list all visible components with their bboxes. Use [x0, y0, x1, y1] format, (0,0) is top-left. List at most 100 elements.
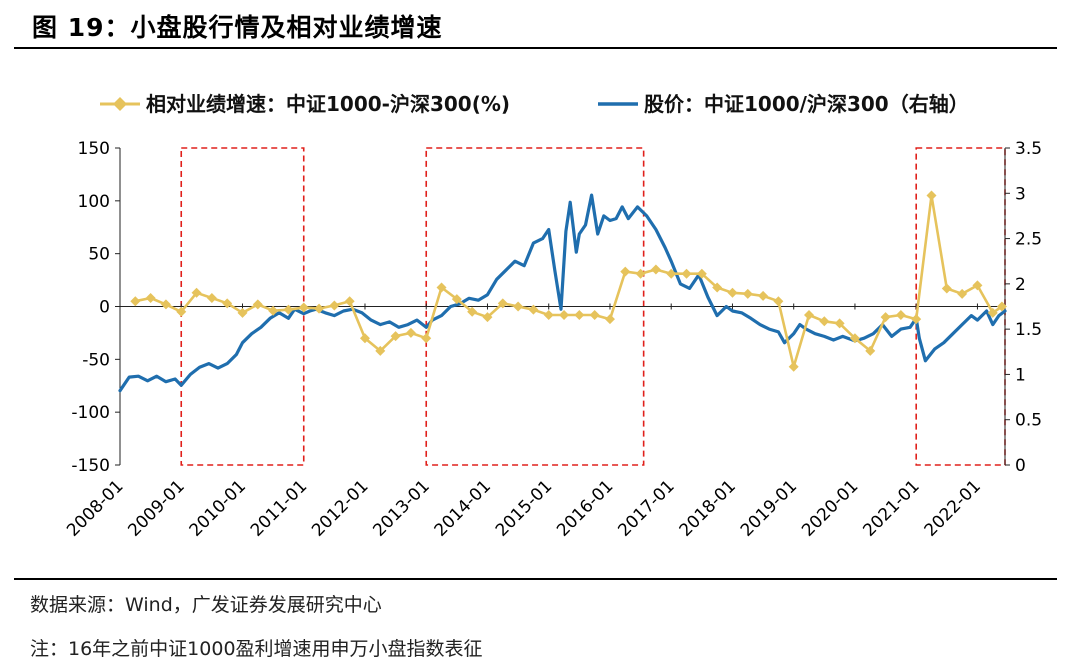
right-tick-label: 2: [1015, 275, 1026, 295]
earnings-point: [421, 333, 432, 344]
x-tick-label: 2018-01: [676, 476, 740, 540]
earnings-point: [329, 300, 340, 311]
earnings-point: [941, 283, 952, 294]
right-tick-label: 3: [1015, 184, 1026, 204]
earnings-point: [987, 307, 998, 318]
earnings-point: [314, 303, 325, 314]
earnings-point: [681, 268, 692, 279]
earnings-point: [344, 296, 355, 307]
earnings-point: [819, 316, 830, 327]
x-tick-label: 2015-01: [492, 476, 556, 540]
left-tick-label: -100: [71, 403, 110, 423]
x-tick-label: 2017-01: [614, 476, 678, 540]
earnings-point: [666, 268, 677, 279]
chart: 相对业绩增速：中证1000-沪深300(%) 股价：中证1000/沪深300（右…: [63, 92, 1042, 541]
legend-earnings-marker: [113, 97, 127, 111]
earnings-point: [390, 331, 401, 342]
right-tick-label: 1: [1015, 365, 1026, 385]
earnings-line: [135, 194, 1003, 369]
earnings-series: [130, 190, 1007, 372]
earnings-point: [497, 298, 508, 309]
earnings-point: [130, 296, 141, 307]
earnings-point: [467, 306, 478, 317]
left-tick-label: 150: [78, 139, 110, 159]
x-tick-label: 2021-01: [859, 476, 923, 540]
earnings-point: [436, 282, 447, 293]
earnings-point: [176, 306, 187, 317]
earnings-point: [405, 327, 416, 338]
earnings-point: [742, 288, 753, 299]
x-tick-label: 2009-01: [124, 476, 188, 540]
earnings-point: [880, 312, 891, 323]
earnings-point: [222, 298, 233, 309]
earnings-point: [911, 314, 922, 325]
title-rule: [14, 47, 1057, 49]
earnings-point: [712, 282, 723, 293]
left-tick-label: -50: [82, 350, 110, 370]
x-tick-label: 2020-01: [798, 476, 862, 540]
earnings-point: [972, 280, 983, 291]
earnings-point: [268, 305, 279, 316]
earnings-point: [773, 296, 784, 307]
earnings-point: [283, 304, 294, 315]
earnings-point: [849, 333, 860, 344]
footnote: 注：16年之前中证1000盈利增速用申万小盘指数表征: [30, 638, 483, 660]
earnings-point: [727, 287, 738, 298]
right-tick-label: 2.5: [1015, 230, 1042, 250]
earnings-point: [804, 309, 815, 320]
legend: 相对业绩增速：中证1000-沪深300(%) 股价：中证1000/沪深300（右…: [100, 92, 969, 116]
left-tick-label: 0: [99, 298, 110, 318]
earnings-point: [528, 304, 539, 315]
footer-rule: [14, 578, 1057, 580]
x-tick-label: 2012-01: [308, 476, 372, 540]
earnings-point: [482, 312, 493, 323]
right-tick-label: 0.5: [1015, 411, 1042, 431]
earnings-point: [650, 264, 661, 275]
earnings-point: [513, 301, 524, 312]
x-tick-label: 2016-01: [553, 476, 617, 540]
x-tick-label: 2022-01: [921, 476, 985, 540]
x-tick-label: 2013-01: [369, 476, 433, 540]
axes: -150 -100 -50 0 50 100 150 0 0.5 1 1.5 2 2.5 3 3.5 2008…: [63, 139, 1042, 541]
earnings-point: [788, 361, 799, 372]
earnings-point: [620, 266, 631, 277]
price-line: [118, 193, 1007, 393]
earnings-point: [589, 309, 600, 320]
left-tick-label: 50: [88, 245, 110, 265]
earnings-point: [451, 294, 462, 305]
right-tick-label: 0: [1015, 456, 1026, 476]
earnings-point: [375, 345, 386, 356]
earnings-point: [160, 299, 171, 310]
figure-title: 图 19：小盘股行情及相对业绩增速: [32, 13, 443, 42]
earnings-point: [298, 302, 309, 313]
earnings-point: [206, 293, 217, 304]
right-tick-label: 3.5: [1015, 139, 1042, 159]
earnings-point: [926, 190, 937, 201]
earnings-point: [895, 309, 906, 320]
left-tick-label: -150: [71, 456, 110, 476]
left-tick-label: 100: [78, 192, 110, 212]
earnings-point: [145, 293, 156, 304]
earnings-point: [758, 290, 769, 301]
earnings-point: [865, 345, 876, 356]
price-series: [118, 193, 1007, 393]
x-tick-label: 2014-01: [431, 476, 495, 540]
x-tick-label: 2019-01: [737, 476, 801, 540]
earnings-point: [237, 307, 248, 318]
x-tick-label: 2010-01: [186, 476, 250, 540]
source-note: 数据来源：Wind，广发证券发展研究中心: [30, 594, 382, 616]
earnings-point: [834, 318, 845, 329]
earnings-point: [957, 288, 968, 299]
earnings-point: [996, 301, 1007, 312]
legend-price-label: 股价：中证1000/沪深300（右轴）: [644, 92, 969, 116]
x-tick-label: 2011-01: [247, 476, 311, 540]
earnings-point: [359, 333, 370, 344]
earnings-point: [604, 314, 615, 325]
right-tick-label: 1.5: [1015, 320, 1042, 340]
earnings-point: [635, 268, 646, 279]
earnings-point: [543, 309, 554, 320]
earnings-point: [696, 268, 707, 279]
earnings-point: [191, 287, 202, 298]
earnings-point: [574, 309, 585, 320]
legend-earnings-label: 相对业绩增速：中证1000-沪深300(%): [146, 92, 510, 116]
